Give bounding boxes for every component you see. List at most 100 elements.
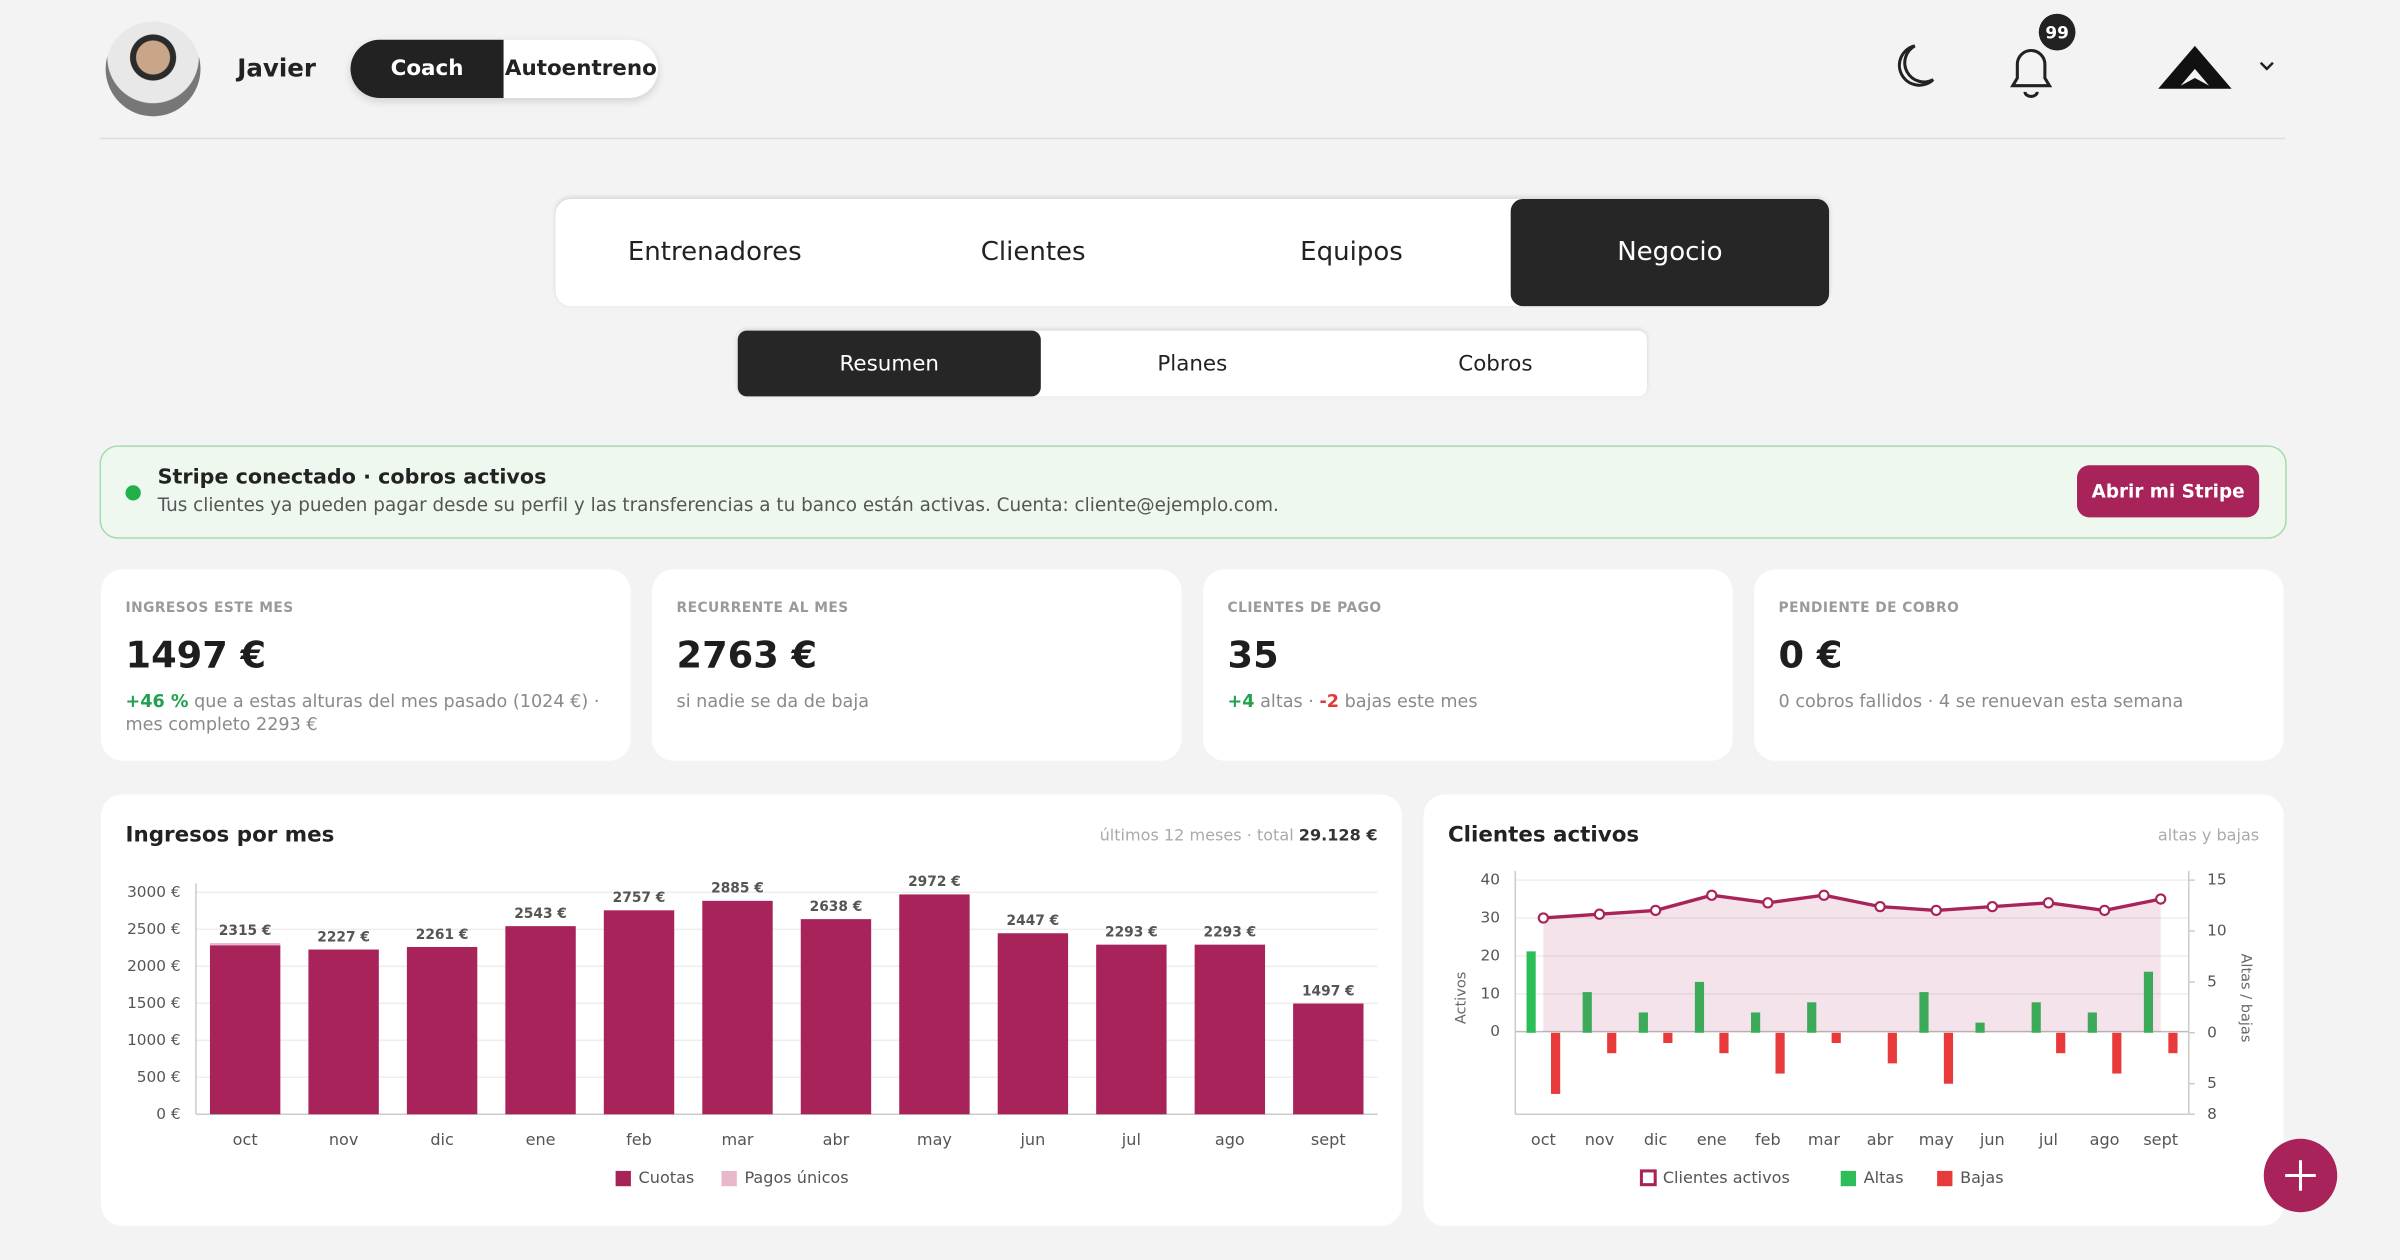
point (2098, 904, 2111, 917)
point (1537, 912, 1550, 924)
legend-label: Pagos únicos (744, 1168, 848, 1187)
bar (1751, 1012, 1761, 1033)
bar-segment (1293, 1003, 1364, 1115)
tab-active[interactable]: Negocio (1510, 198, 1830, 307)
x-tick-label: jul (1121, 1130, 1141, 1149)
bar-segment (899, 894, 970, 1115)
kpi-note-part: 0 cobros fallidos · 4 se renuevan esta s… (1778, 690, 2184, 712)
mode-coach[interactable]: Coach (350, 39, 504, 98)
legend-swatch (1937, 1170, 1953, 1187)
subtab[interactable]: Cobros (1458, 351, 1533, 376)
y-tick-label: 500 € (137, 1068, 181, 1086)
x-tick-label: abr (823, 1130, 850, 1149)
kpi-value: 35 (1227, 633, 1279, 677)
y-tick-label: 3000 € (127, 883, 181, 901)
tab[interactable]: Clientes (980, 237, 1086, 268)
point (1818, 889, 1830, 901)
x-tick-label: ene (1697, 1130, 1727, 1149)
point (1762, 897, 1774, 909)
tab[interactable]: Equipos (1300, 237, 1403, 268)
y-tick-label: 1000 € (127, 1031, 181, 1049)
add-button[interactable] (2262, 1137, 2342, 1217)
bar (1975, 1022, 1985, 1033)
point (1593, 908, 1606, 920)
header-icons (1897, 13, 2274, 98)
bar-total-label: 2543 € (514, 906, 567, 922)
y-axis-label: Activos (1454, 972, 1470, 1024)
bar (1551, 1032, 1561, 1094)
bar (1887, 1032, 1897, 1064)
bar-total-label: 2447 € (1007, 913, 1060, 929)
kpi-label: Pendiente de cobro (1778, 601, 1960, 617)
badge-count: 99 (2045, 22, 2069, 43)
bar-total-label: 2885 € (711, 881, 764, 897)
legend-swatch (1840, 1170, 1857, 1187)
bar-segment (308, 949, 379, 1115)
chart-subtitle: últimos 12 meses · total 29.128 € (1100, 825, 1378, 844)
x-tick-label: nov (1585, 1130, 1615, 1149)
y2-tick-label: 10 (2207, 922, 2226, 940)
chart-subtitle: altas y bajas (2158, 825, 2259, 844)
logo[interactable] (2158, 45, 2232, 89)
bar (1807, 1002, 1817, 1033)
kpi-label: Clientes de pago (1227, 601, 1382, 617)
subtitle-emphasis: 29.128 € (1299, 825, 1378, 844)
x-tick-label: feb (1755, 1130, 1781, 1149)
subtitle-text: altas y bajas (2158, 825, 2259, 844)
dark-mode-icon[interactable] (1897, 44, 1935, 87)
stripe-button[interactable]: Abrir mi Stripe (2077, 465, 2260, 518)
bar (2112, 1032, 2122, 1074)
y-tick-label: 0 € (156, 1105, 180, 1123)
kpi-note: 0 cobros fallidos · 4 se renuevan esta s… (1779, 690, 2260, 713)
bar-total-label: 2757 € (613, 890, 666, 906)
bar-total-label: 2293 € (1105, 924, 1158, 940)
bar (2031, 1002, 2041, 1033)
x-tick-label: ene (526, 1130, 556, 1149)
status-dot (125, 485, 141, 501)
menu-chevron[interactable] (2259, 61, 2274, 71)
x-tick-label: ago (1215, 1130, 1245, 1149)
area (1543, 895, 2161, 1032)
kpi-label: Recurrente al mes (676, 601, 849, 617)
point (1986, 900, 1998, 913)
subtab[interactable]: Planes (1157, 351, 1228, 376)
bar-total-label: 2315 € (219, 923, 272, 939)
avatar[interactable] (105, 21, 201, 117)
bar (2056, 1032, 2066, 1054)
bar (1607, 1032, 1617, 1054)
kpi-note: +4 altas · -2 bajas este mes (1228, 690, 1709, 713)
stripe-text: Tus clientes ya pueden pagar desde su pe… (157, 494, 1279, 516)
point (1649, 904, 1662, 917)
x-tick-label: jun (1979, 1130, 2005, 1149)
chart-title: Ingresos por mes (126, 823, 335, 848)
y2-tick-label: 5 (2207, 1074, 2217, 1092)
y2-axis-label: Altas / bajas (2237, 953, 2253, 1042)
subtab-active[interactable]: Resumen (737, 330, 1041, 397)
bar-segment (603, 910, 675, 1115)
tab[interactable]: Entrenadores (627, 237, 802, 268)
y-tick-label: 20 (1481, 946, 1500, 964)
x-tick-label: may (917, 1130, 952, 1149)
kpi-note-part: +46 % (125, 690, 189, 712)
kpi-value: 1497 € (125, 633, 267, 677)
stripe-title: Stripe conectado · cobros activos (157, 465, 547, 490)
point (2042, 897, 2055, 909)
bell-icon[interactable] (2010, 48, 2053, 98)
bar-segment (209, 945, 281, 1115)
chart-card: Clientes activos altas y bajas 0 10 20 30 40 15… (1423, 794, 2284, 1227)
y-tick-label: 0 (1490, 1022, 1500, 1040)
bar (1663, 1032, 1673, 1044)
kpi-note-part: si nadie se da de baja (676, 690, 869, 712)
bar-total-label: 2293 € (1203, 924, 1256, 940)
kpi-note-part: que a estas alturas del mes pasado (1024… (125, 690, 606, 735)
legend-swatch (615, 1170, 631, 1187)
bar (1943, 1032, 1954, 1084)
legend-swatch (1639, 1169, 1657, 1187)
bar-segment (1194, 944, 1266, 1115)
point (2155, 893, 2167, 905)
y-tick-label: 10 (1481, 984, 1500, 1002)
point (1874, 900, 1886, 913)
bar-total-label: 2227 € (317, 929, 370, 945)
bar (1719, 1032, 1729, 1054)
mode-self[interactable]: Autoentreno (504, 56, 657, 82)
